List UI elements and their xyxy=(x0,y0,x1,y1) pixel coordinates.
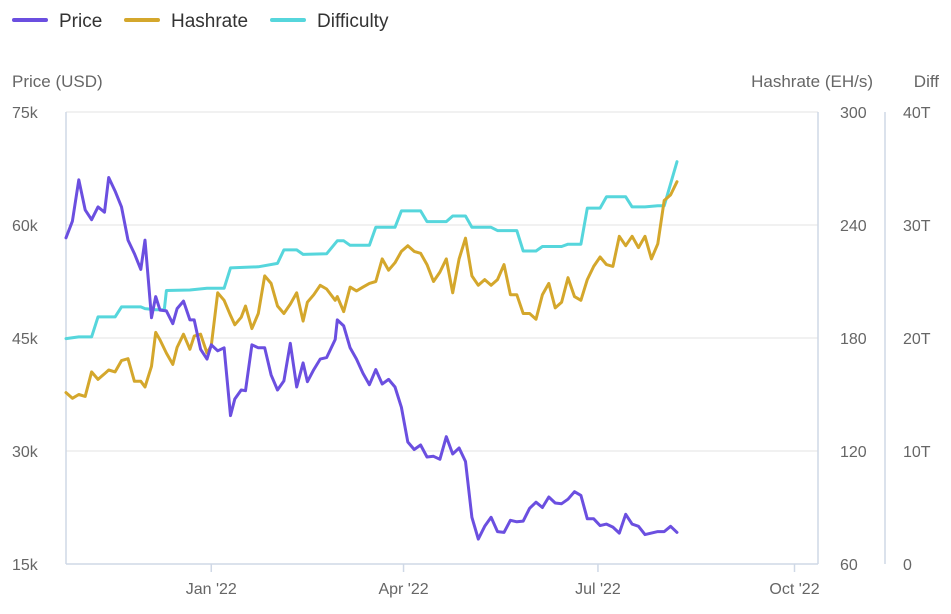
series-line-difficulty xyxy=(64,160,679,341)
y-axis-right-hashrate-title: Hashrate (EH/s) xyxy=(751,72,873,91)
x-tick-label: Jul '22 xyxy=(575,581,621,598)
legend-label-price: Price xyxy=(59,11,102,32)
y-left-tick-label: 45k xyxy=(12,331,39,348)
y-right-difficulty-tick-label: 40T xyxy=(903,105,931,122)
y-right-hashrate-tick-label: 120 xyxy=(840,444,867,461)
legend: Price Hashrate Difficulty xyxy=(12,11,389,32)
y-left-tick-label: 15k xyxy=(12,557,39,574)
y-right-hashrate-tick-label: 300 xyxy=(840,105,867,122)
legend-label-difficulty: Difficulty xyxy=(317,11,389,32)
y-right-difficulty-tick-label: 30T xyxy=(903,218,931,235)
y-right-difficulty-tick-label: 10T xyxy=(903,444,931,461)
series-lines xyxy=(64,160,679,541)
series-line-hashrate xyxy=(64,180,679,400)
y-right-hashrate-tick-label: 240 xyxy=(840,218,867,235)
legend-label-hashrate: Hashrate xyxy=(171,11,248,32)
y-axis-right-difficulty-title: Diff xyxy=(914,72,939,91)
y-right-hashrate-tick-label: 180 xyxy=(840,331,867,348)
series-line-price xyxy=(64,176,679,541)
gridlines xyxy=(66,111,818,565)
axes xyxy=(65,112,886,572)
x-tick-label: Jan '22 xyxy=(186,581,237,598)
y-right-difficulty-tick-label: 0 xyxy=(903,557,912,574)
y-right-hashrate-tick-label: 60 xyxy=(840,557,858,574)
legend-item-hashrate[interactable]: Hashrate xyxy=(124,11,248,32)
y-left-tick-label: 30k xyxy=(12,444,39,461)
y-right-difficulty-tick-label: 20T xyxy=(903,331,931,348)
y-left-tick-label: 60k xyxy=(12,218,39,235)
y-axis-left-title: Price (USD) xyxy=(12,72,103,91)
legend-item-price[interactable]: Price xyxy=(12,11,102,32)
tick-labels: 75k 60k 45k 30k 15k 300 240 180 120 60 40T 30T 20T 10… xyxy=(12,105,931,598)
legend-item-difficulty[interactable]: Difficulty xyxy=(270,11,389,32)
x-tick-label: Oct '22 xyxy=(769,581,819,598)
y-left-tick-label: 75k xyxy=(12,105,39,122)
x-tick-label: Apr '22 xyxy=(378,581,428,598)
